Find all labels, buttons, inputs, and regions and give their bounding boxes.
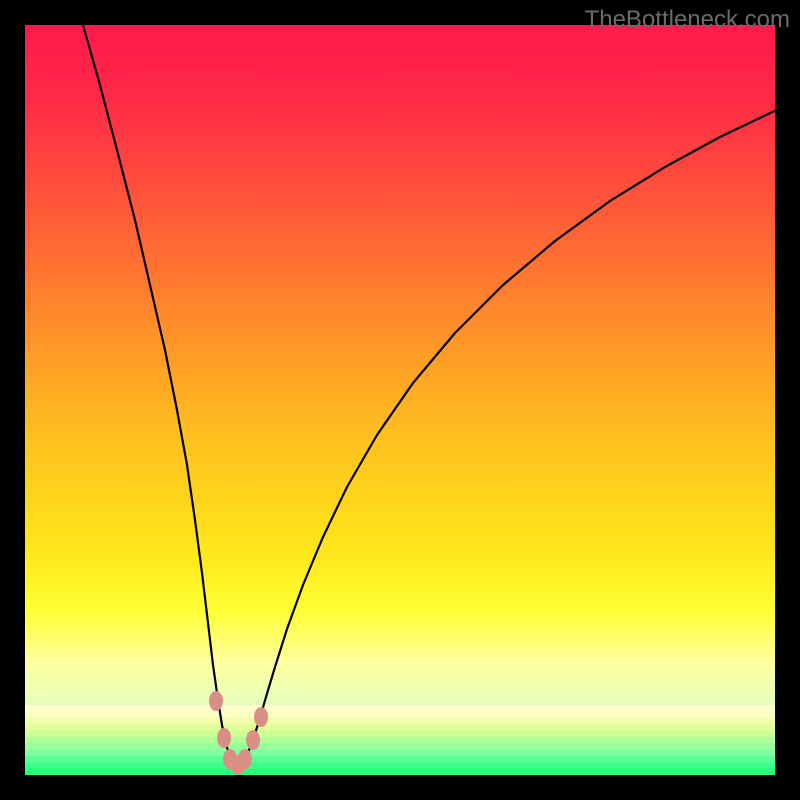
plot-area	[25, 25, 775, 775]
curve-layer	[25, 25, 775, 775]
bottleneck-curve	[83, 25, 775, 765]
watermark-text: TheBottleneck.com	[585, 6, 790, 34]
curve-markers	[209, 691, 268, 775]
